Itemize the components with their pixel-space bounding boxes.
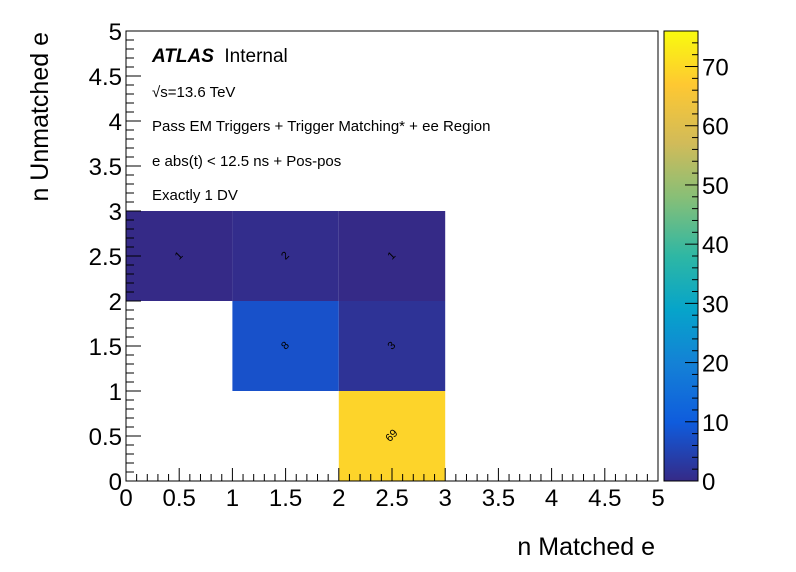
y-tick-label: 2 (109, 289, 122, 316)
colorbar-tick-label: 70 (702, 55, 729, 82)
energy-sqrt-text: √s (152, 84, 168, 101)
x-tick-labels: 0 0.5 1 1.5 2 2.5 3 3.5 4 4.5 5 (119, 485, 664, 512)
heatmap-cells: 1 2 18 369 (126, 211, 446, 481)
colorbar-tick-label: 30 (702, 291, 729, 318)
y-axis-label: n Unmatched e (26, 32, 54, 202)
colorbar-tick-label: 0 (702, 469, 715, 496)
x-tick-label: 2 (332, 485, 345, 512)
x-tick-label: 1 (226, 485, 239, 512)
y-tick-labels: 0 0.5 1 1.5 2 2.5 3 3.5 4 4.5 5 (89, 19, 122, 496)
y-tick-label: 0 (109, 469, 122, 496)
x-tick-label: 5 (651, 485, 664, 512)
selection-label: Pass EM Triggers + Trigger Matching* + e… (152, 118, 491, 135)
y-tick-label: 3 (109, 199, 122, 226)
y-tick-label: 1 (109, 379, 122, 406)
heatmap-cell (338, 391, 446, 481)
x-tick-label: 1.5 (269, 485, 302, 512)
energy-value-text: =13.6 TeV (168, 84, 236, 101)
x-tick-label: 0.5 (163, 485, 196, 512)
y-tick-label: 0.5 (89, 424, 122, 451)
colorbar-tick-label: 50 (702, 173, 729, 200)
x-tick-label: 4.5 (588, 485, 621, 512)
axis-ticks (125, 30, 659, 482)
colorbar-ticks: 0 10 20 30 40 50 60 70 (685, 30, 729, 496)
x-tick-label: 3.5 (482, 485, 515, 512)
y-tick-label: 3.5 (89, 154, 122, 181)
y-tick-label: 4.5 (89, 64, 122, 91)
heatmap-cell (126, 211, 233, 301)
internal-text: Internal (224, 46, 287, 67)
x-tick-label: 2.5 (375, 485, 408, 512)
x-tick-label: 3 (439, 485, 452, 512)
y-tick-label: 2.5 (89, 244, 122, 271)
timing-label: e abs(t) < 12.5 ns + Pos-pos (152, 153, 341, 170)
atlas-label: ATLAS Internal (151, 46, 288, 67)
x-tick-label: 4 (545, 485, 558, 512)
x-tick-label: 0 (119, 485, 132, 512)
y-tick-label: 4 (109, 109, 122, 136)
heatmap-cell (338, 211, 446, 301)
heatmap-cell (338, 301, 446, 391)
heatmap-cell (232, 211, 339, 301)
y-tick-label: 5 (109, 19, 122, 46)
dv-label: Exactly 1 DV (152, 187, 238, 204)
colorbar-tick-label: 40 (702, 232, 729, 259)
y-tick-label: 1.5 (89, 334, 122, 361)
atlas-logo-text: ATLAS (151, 46, 214, 67)
heatmap-cell (232, 301, 339, 391)
colorbar-tick-label: 60 (702, 114, 729, 141)
x-axis-label: n Matched e (517, 533, 655, 561)
colorbar-tick-label: 10 (702, 410, 729, 437)
colorbar-tick-label: 20 (702, 351, 729, 378)
energy-label: √s=13.6 TeV (152, 84, 235, 101)
